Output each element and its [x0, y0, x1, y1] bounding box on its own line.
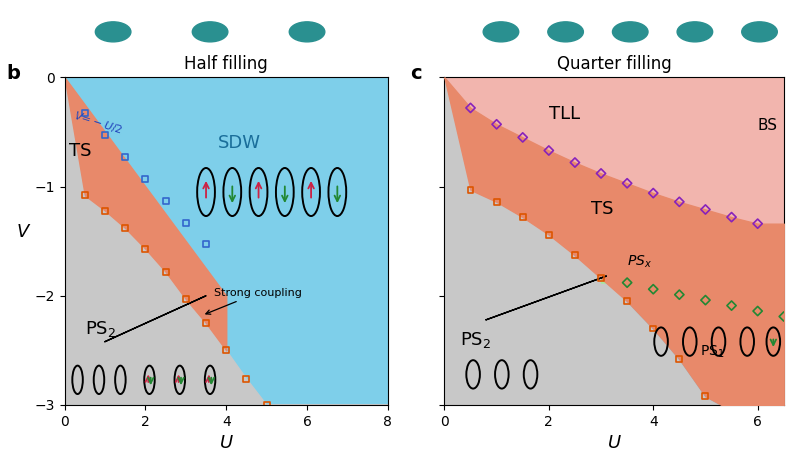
Text: TS: TS [591, 200, 613, 218]
Point [673, 355, 686, 363]
Point [542, 147, 555, 154]
Point [699, 297, 712, 304]
Point [646, 325, 659, 332]
Point [139, 245, 152, 253]
Point [621, 279, 633, 286]
Point [751, 308, 764, 315]
Text: TLL: TLL [549, 105, 580, 123]
Point [464, 186, 477, 193]
Point [464, 104, 477, 111]
Text: PS$_2$: PS$_2$ [460, 330, 491, 350]
Text: PS$_1$: PS$_1$ [701, 344, 725, 360]
Point [751, 220, 764, 228]
Point [179, 219, 192, 226]
Point [777, 313, 790, 320]
Point [119, 153, 132, 161]
Point [725, 407, 738, 414]
Title: Half filling: Half filling [184, 55, 268, 73]
Y-axis label: $V$: $V$ [15, 223, 31, 241]
Point [490, 198, 503, 206]
Point [699, 206, 712, 213]
Point [569, 252, 582, 259]
Text: TS: TS [69, 142, 92, 160]
Text: PS$_2$: PS$_2$ [85, 319, 116, 339]
Point [646, 286, 659, 293]
Point [673, 291, 686, 298]
Title: Quarter filling: Quarter filling [557, 55, 671, 73]
Text: b: b [6, 64, 20, 83]
Point [220, 347, 233, 354]
Point [516, 134, 529, 141]
Point [78, 192, 91, 199]
Point [78, 110, 91, 117]
Point [542, 231, 555, 238]
Point [159, 197, 172, 204]
Point [240, 375, 253, 382]
X-axis label: $U$: $U$ [607, 434, 621, 452]
Point [646, 189, 659, 197]
Text: c: c [410, 64, 422, 83]
Text: BS: BS [758, 118, 777, 133]
Point [159, 268, 172, 275]
Text: PS$_x$: PS$_x$ [627, 253, 652, 269]
Polygon shape [444, 77, 784, 410]
Point [179, 295, 192, 303]
Point [725, 213, 738, 221]
Point [621, 180, 633, 187]
Point [260, 401, 273, 409]
Point [621, 298, 633, 305]
Point [490, 121, 503, 128]
Text: SDW: SDW [218, 134, 261, 152]
Polygon shape [65, 77, 388, 405]
Point [569, 159, 582, 166]
Text: $V\!=\!-U/2$: $V\!=\!-U/2$ [72, 109, 124, 137]
Point [699, 393, 712, 400]
Point [99, 131, 112, 139]
Point [725, 302, 738, 309]
Point [200, 319, 213, 327]
Point [99, 207, 112, 214]
X-axis label: $U$: $U$ [219, 434, 234, 452]
Point [595, 275, 608, 282]
Point [516, 213, 529, 221]
Text: Strong coupling: Strong coupling [206, 288, 302, 314]
Point [200, 241, 213, 248]
Point [119, 224, 132, 232]
Point [673, 198, 686, 206]
Point [595, 170, 608, 177]
Point [139, 175, 152, 182]
